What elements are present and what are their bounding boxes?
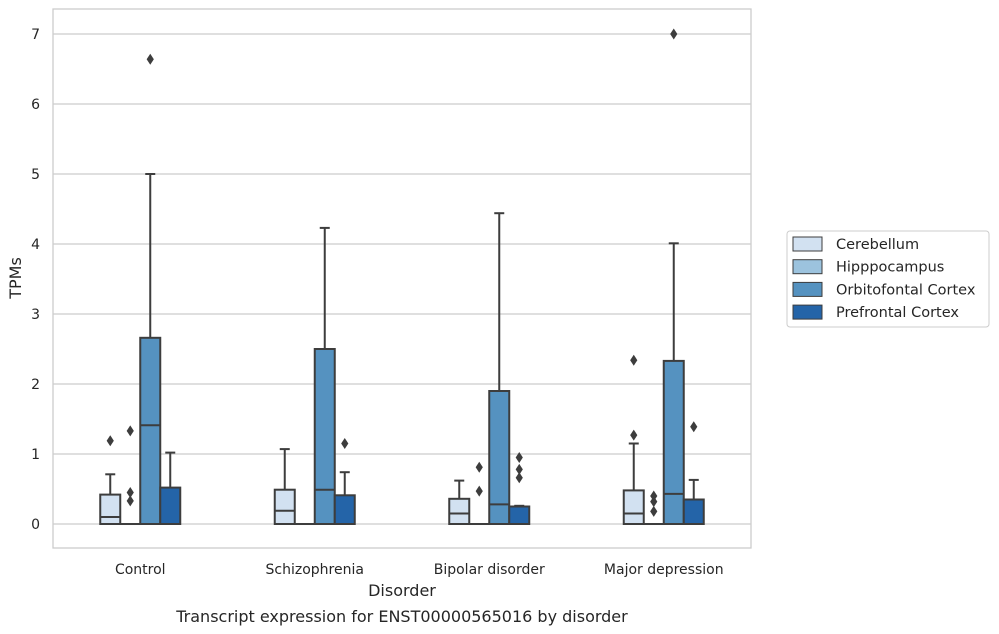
y-tick-label: 3	[31, 307, 40, 323]
box-body	[682, 498, 705, 525]
y-tick-label: 2	[31, 377, 40, 393]
outlier-point	[106, 435, 114, 447]
outlier-point	[630, 429, 638, 441]
outlier-point	[475, 461, 483, 473]
x-tick-label: Schizophrenia	[266, 562, 364, 578]
box-body	[273, 488, 296, 526]
box-body	[159, 486, 182, 526]
box-orbitofontal-cortex	[313, 226, 336, 525]
outlier-point	[475, 485, 483, 497]
x-tick-labels: Control Schizophrenia Bipolar disorder Majo…	[115, 562, 724, 578]
box-body	[99, 493, 122, 526]
legend-label: Cerebellum	[836, 237, 919, 253]
box-body	[662, 359, 685, 525]
legend-swatch	[792, 304, 823, 320]
box-prefrontal-cortex	[508, 452, 531, 525]
legend-swatch	[792, 236, 823, 252]
box-prefrontal-cortex	[333, 438, 356, 525]
legend-swatch	[792, 281, 823, 297]
legend-label: Hipppocampus	[836, 260, 944, 276]
outlier-point	[126, 487, 134, 498]
box-body	[313, 348, 336, 525]
outlier-point	[690, 421, 698, 433]
x-tick-label: Control	[115, 562, 166, 578]
outlier-point	[630, 354, 638, 366]
outlier-point	[650, 505, 658, 517]
y-tick-label: 7	[31, 27, 40, 43]
box-body	[488, 390, 511, 525]
box-orbitofontal-cortex	[662, 28, 685, 525]
y-tick-label: 0	[31, 517, 40, 533]
legend-label: Prefrontal Cortex	[836, 305, 959, 321]
box-hipppocampus	[119, 425, 142, 526]
box-hipppocampus	[468, 461, 491, 526]
x-axis-title: Disorder	[368, 581, 436, 600]
legend-frame	[786, 230, 990, 328]
box-cerebellum	[273, 448, 296, 526]
outlier-point	[670, 28, 678, 40]
outlier-point	[650, 496, 658, 508]
box-body	[333, 494, 356, 525]
outlier-point	[650, 490, 658, 502]
y-tick-label: 6	[31, 97, 40, 113]
y-axis-title: TPMs	[6, 257, 25, 300]
outlier-point	[515, 472, 523, 484]
box-body	[139, 336, 162, 525]
box-plots	[99, 28, 705, 526]
x-tick-label: Bipolar disorder	[434, 562, 545, 578]
box-orbitofontal-cortex	[488, 212, 511, 525]
box-prefrontal-cortex	[682, 421, 705, 525]
outlier-point	[515, 452, 523, 463]
x-tick-label: Major depression	[604, 562, 724, 578]
box-orbitofontal-cortex	[139, 53, 162, 525]
y-tick-label: 4	[31, 237, 40, 253]
y-tick-labels: 0 1 2 3 4 5 6 7	[31, 27, 40, 533]
outlier-point	[146, 53, 154, 65]
box-body	[622, 489, 645, 525]
outlier-point	[341, 438, 349, 449]
box-cerebellum	[622, 354, 645, 525]
box-body	[508, 505, 531, 525]
legend: Cerebellum Hipppocampus Orbitofontal Corte…	[786, 230, 990, 328]
box-cerebellum	[99, 435, 122, 526]
legend-label: Orbitofontal Cortex	[836, 282, 976, 298]
box-prefrontal-cortex	[159, 451, 182, 526]
outlier-point	[126, 495, 134, 507]
y-tick-label: 5	[31, 167, 40, 183]
box-cerebellum	[448, 479, 471, 525]
outlier-point	[126, 425, 134, 437]
legend-swatch	[792, 259, 823, 275]
box-body	[448, 497, 471, 525]
box-hipppocampus	[642, 490, 665, 526]
y-tick-label: 1	[31, 447, 40, 463]
outlier-point	[515, 463, 523, 475]
figure-caption: Transcript expression for ENST0000056501…	[175, 607, 628, 626]
